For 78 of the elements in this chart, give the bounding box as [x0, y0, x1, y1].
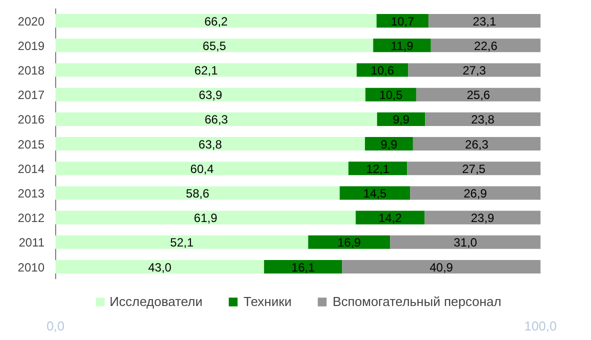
data-label: 9,9	[392, 112, 410, 127]
data-label: 10,6	[370, 63, 394, 78]
data-label: 63,9	[198, 88, 222, 102]
data-label: 31,0	[454, 236, 478, 250]
x-tick-label: 100,0	[524, 318, 557, 334]
legend-label: Техники	[244, 294, 292, 309]
data-label: 63,8	[198, 137, 222, 152]
bar	[56, 88, 366, 102]
bar	[56, 112, 378, 126]
bar	[308, 235, 390, 249]
bar	[348, 162, 408, 176]
data-label: 26,3	[465, 137, 489, 152]
y-tick-label: 2019	[18, 38, 45, 53]
y-tick-label: 2018	[18, 63, 45, 78]
data-label: 11,9	[390, 38, 414, 53]
bar	[428, 14, 540, 28]
bar	[408, 63, 540, 77]
y-tick-label: 2020	[18, 14, 45, 28]
data-label: 66,2	[204, 14, 228, 28]
data-label: 27,3	[462, 63, 486, 78]
data-label: 26,9	[464, 186, 488, 200]
data-label: 9,9	[380, 137, 398, 152]
data-label: 12,1	[366, 162, 390, 176]
bar	[424, 210, 540, 224]
bar	[56, 38, 374, 52]
data-label: 43,0	[148, 260, 172, 274]
y-tick-label: 2010	[18, 260, 45, 274]
bar	[425, 112, 540, 126]
y-tick-label: 2012	[18, 211, 45, 226]
data-label: 23,8	[471, 112, 495, 127]
data-label: 23,1	[472, 14, 496, 28]
bar	[56, 260, 264, 274]
y-tick-label: 2017	[18, 88, 45, 102]
bar	[412, 137, 540, 151]
y-tick-label: 2016	[18, 112, 45, 127]
data-label: 16,9	[337, 236, 362, 250]
bar	[56, 162, 348, 176]
y-tick-label: 2014	[18, 162, 45, 176]
data-label: 10,7	[390, 14, 415, 28]
x-tick-label: 0,0	[46, 318, 65, 334]
data-label: 58,6	[186, 186, 210, 200]
data-label: 52,1	[170, 236, 194, 250]
y-tick-label: 2013	[18, 186, 45, 200]
data-label: 25,6	[466, 88, 490, 102]
bar	[373, 38, 431, 52]
bar	[56, 235, 308, 249]
bar	[356, 63, 408, 77]
bar	[340, 186, 410, 200]
bar	[56, 14, 377, 28]
y-tick-label: 2011	[18, 236, 45, 250]
data-label: 14,2	[378, 211, 402, 226]
bar	[264, 260, 342, 274]
bar	[56, 210, 356, 224]
bar	[342, 260, 540, 274]
data-label: 23,9	[470, 211, 495, 226]
bar	[356, 210, 425, 224]
data-label: 22,6	[474, 38, 498, 53]
data-label: 40,9	[430, 260, 454, 274]
y-tick-label: 2015	[18, 137, 45, 152]
legend-label: Вспомогательный персонал	[332, 294, 502, 309]
bar	[416, 88, 540, 102]
data-label: 27,5	[462, 162, 486, 176]
data-label: 14,5	[363, 186, 387, 200]
bar	[407, 162, 540, 176]
bar	[56, 63, 357, 77]
legend-label: Исследователи	[110, 294, 203, 309]
bar	[430, 38, 540, 52]
data-label: 61,9	[194, 211, 218, 226]
bar	[390, 235, 540, 249]
data-label: 10,5	[379, 88, 403, 102]
data-label: 62,1	[194, 63, 218, 78]
data-label: 60,4	[190, 162, 214, 176]
data-label: 16,1	[291, 260, 316, 274]
bar	[56, 186, 340, 200]
bar	[410, 186, 540, 200]
bar	[56, 137, 365, 151]
data-label: 65,5	[202, 38, 226, 53]
data-label: 66,3	[204, 112, 228, 127]
